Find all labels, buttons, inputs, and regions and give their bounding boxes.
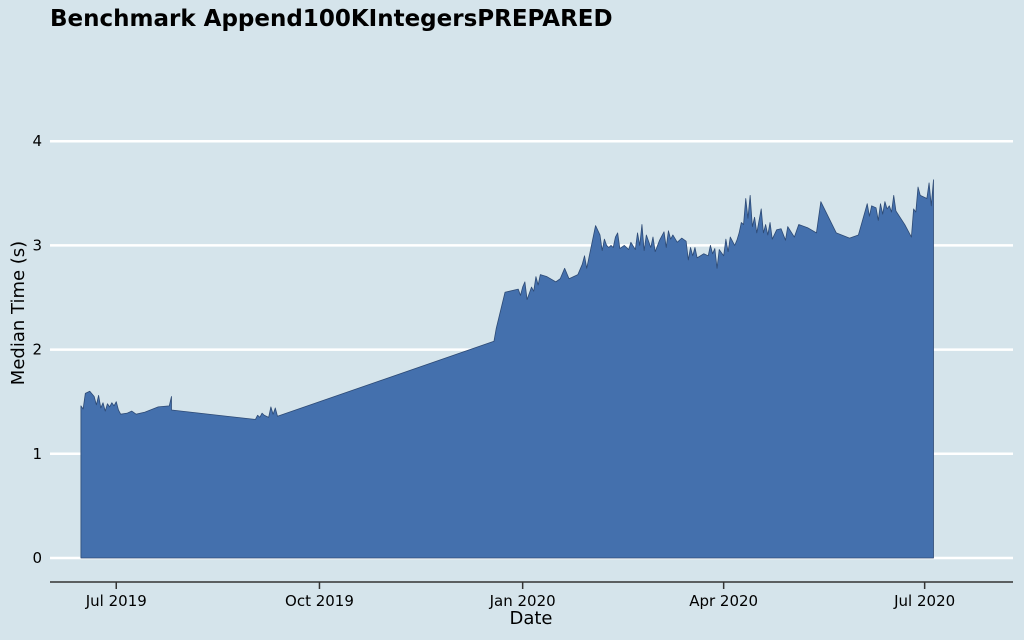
y-tick-label: 2 xyxy=(32,341,42,359)
y-axis-label: Median Time (s) xyxy=(8,241,29,385)
x-tick-label: Jul 2020 xyxy=(893,592,955,610)
x-tick-label: Jan 2020 xyxy=(489,592,556,610)
x-axis: Jul 2019 Oct 2019 Jan 2020 Apr 2020 Jul 2020 xyxy=(50,581,1013,610)
y-axis: 0 1 2 3 4 xyxy=(32,132,42,567)
x-axis-label: Date xyxy=(509,608,552,629)
x-tick-label: Oct 2019 xyxy=(285,592,354,610)
x-tick-label: Jul 2019 xyxy=(85,592,147,610)
chart-title: Benchmark Append100KIntegersPREPARED xyxy=(50,6,613,32)
y-tick-label: 4 xyxy=(32,132,42,150)
y-tick-label: 1 xyxy=(32,445,42,463)
x-tick-label: Apr 2020 xyxy=(689,592,758,610)
area-layer xyxy=(80,179,934,559)
y-tick-label: 0 xyxy=(32,549,42,567)
y-tick-label: 3 xyxy=(32,236,42,254)
area-series-0 xyxy=(80,179,934,559)
